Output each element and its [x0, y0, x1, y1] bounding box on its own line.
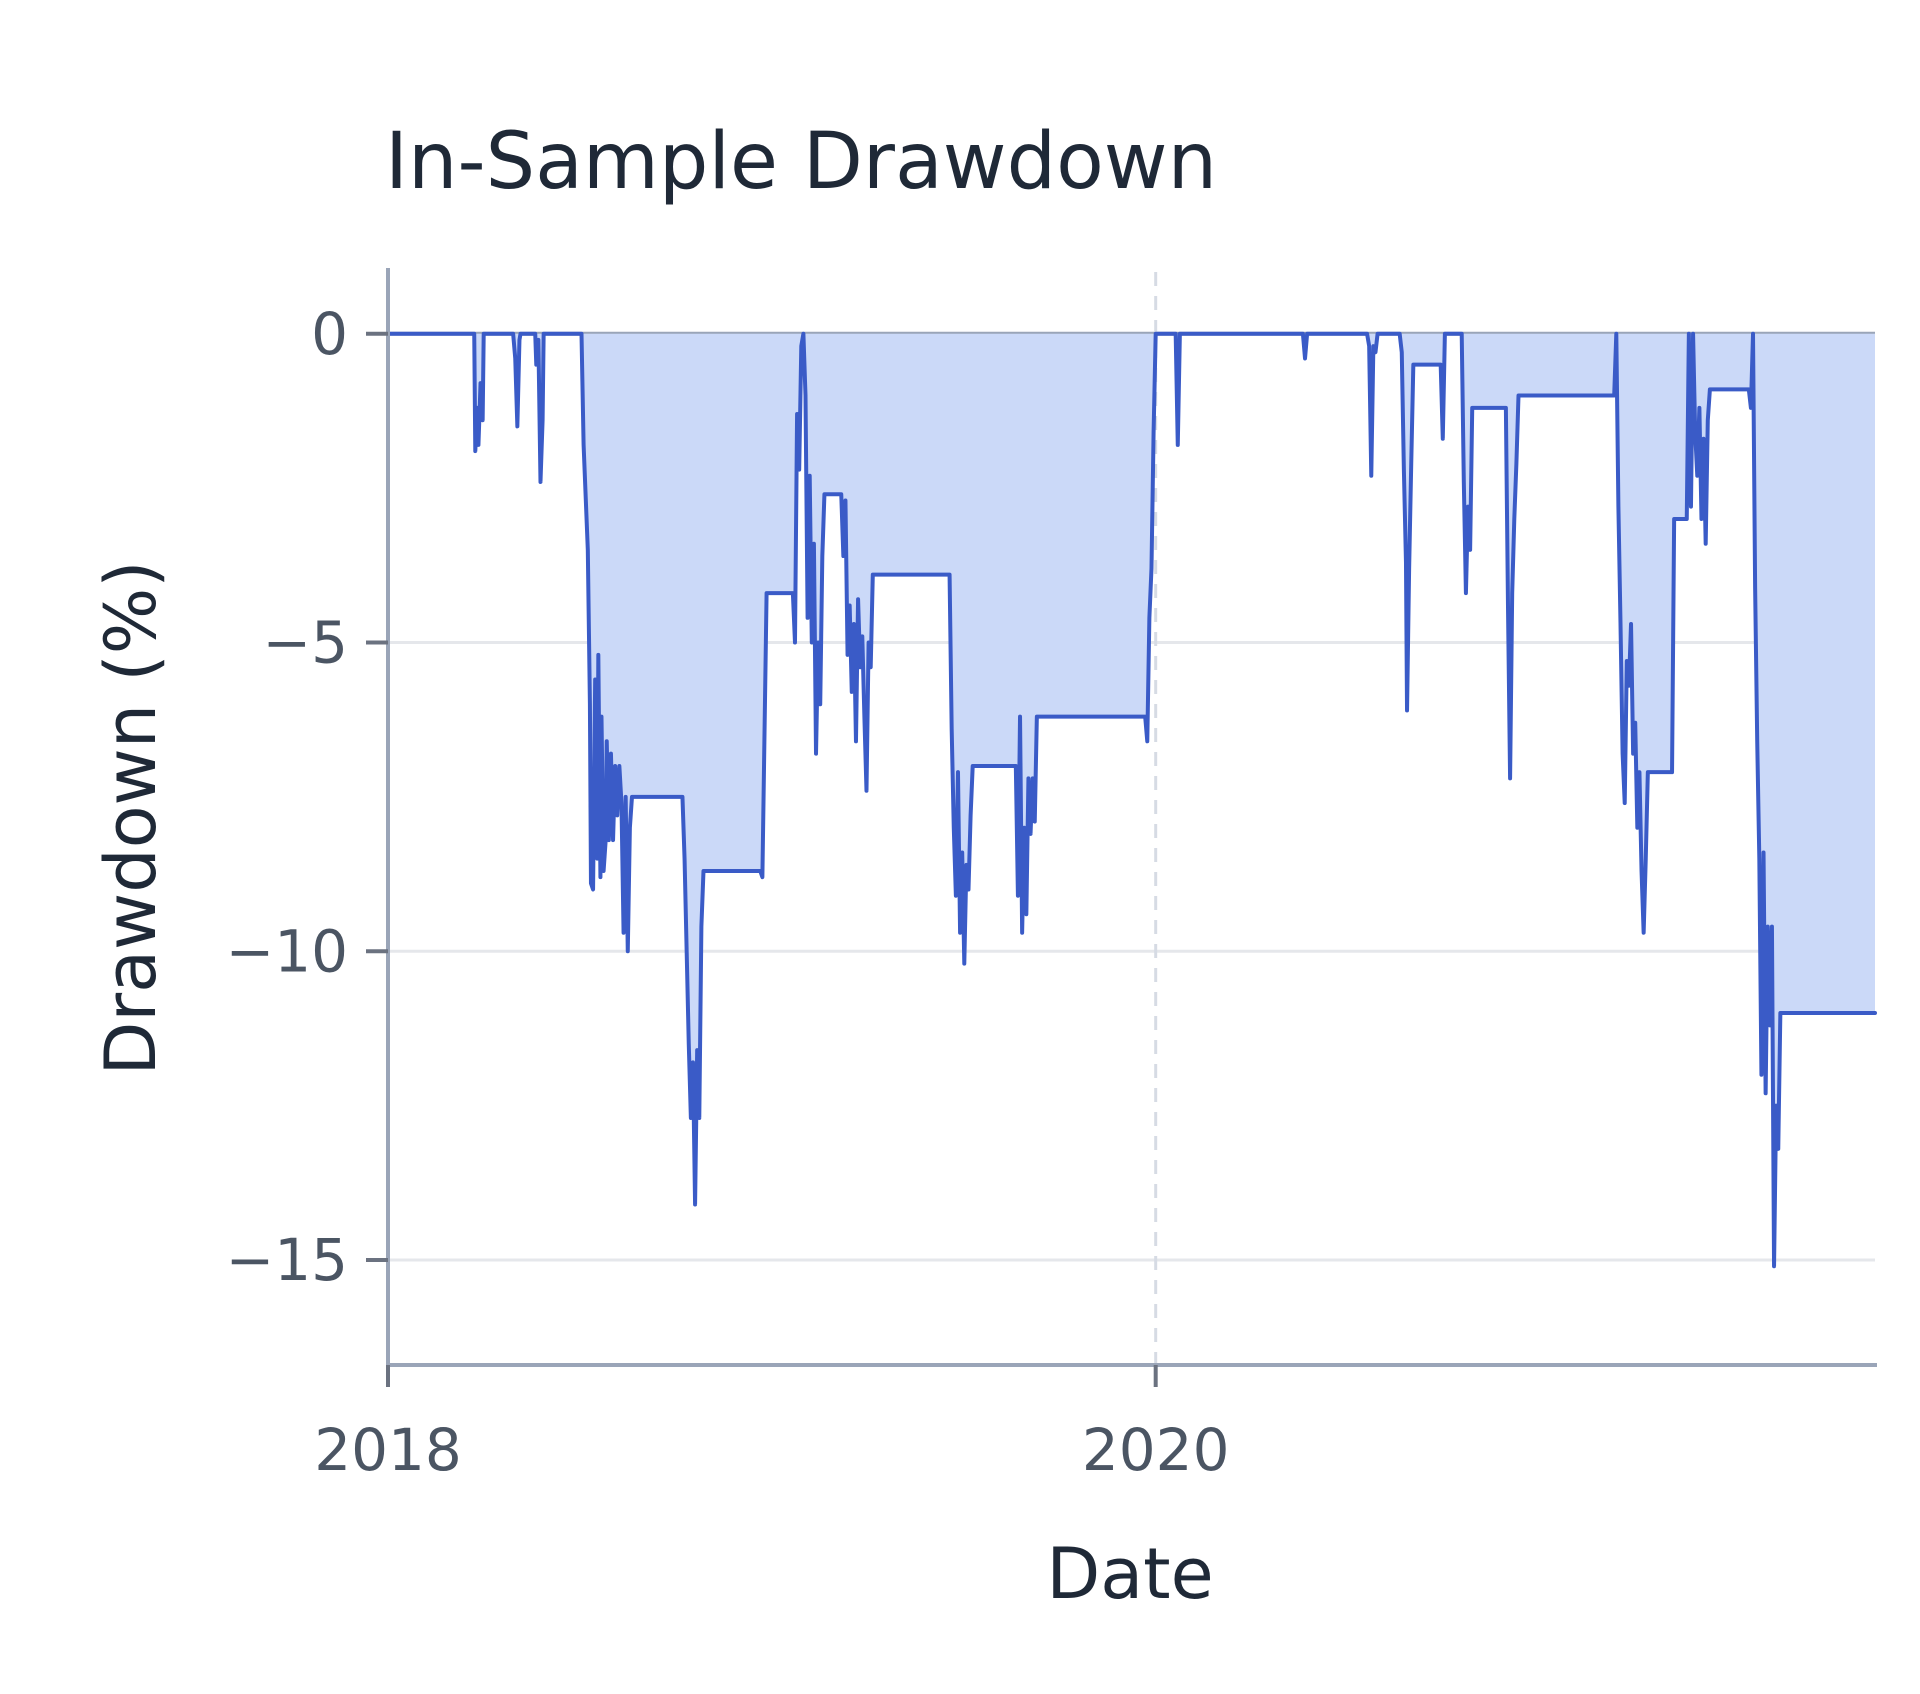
- drawdown-line: [386, 331, 1877, 1269]
- x-tick-label: 2018: [314, 1416, 462, 1484]
- x-axis-label: Date: [1046, 1533, 1213, 1615]
- y-tick-label: 0: [311, 300, 348, 368]
- drawdown-area: [388, 333, 1875, 1267]
- tick-layer: 0 −5 −10 −15 2018 2020: [226, 300, 1230, 1484]
- y-tick-label: −10: [226, 917, 348, 985]
- axes-layer: [386, 268, 1877, 1367]
- y-tick-label: −15: [226, 1226, 348, 1294]
- y-tick-label: −5: [263, 609, 349, 677]
- x-tick-label: 2020: [1082, 1416, 1230, 1484]
- chart-title: In-Sample Drawdown: [385, 117, 1217, 207]
- series-layer: [386, 331, 1877, 1269]
- y-axis-label: Drawdown (%): [90, 560, 172, 1075]
